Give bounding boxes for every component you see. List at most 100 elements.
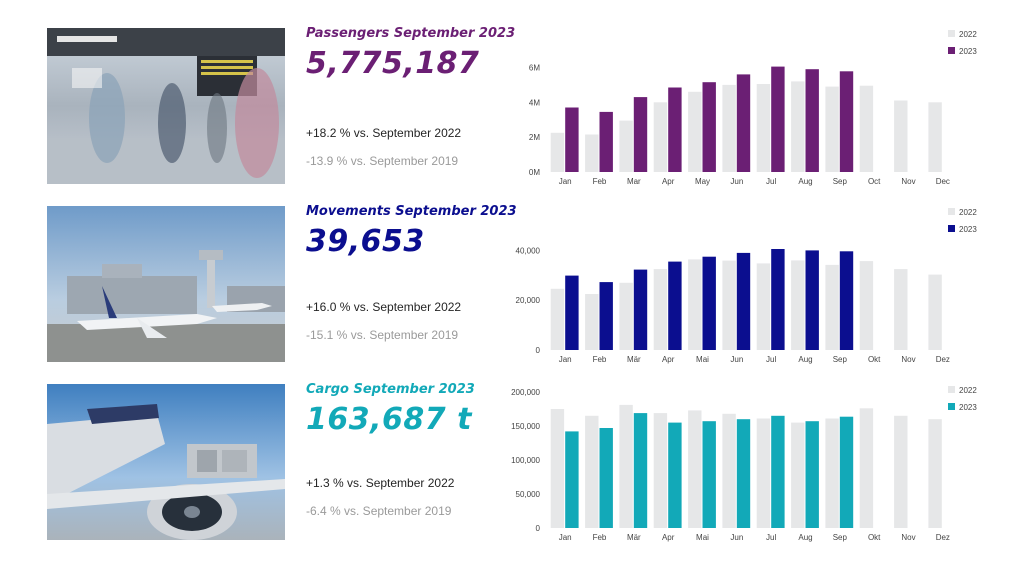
x-tick-label: Apr (662, 533, 675, 542)
x-tick-label: Jan (559, 533, 572, 542)
x-tick-label: Nov (901, 355, 915, 364)
legend-swatch-2023 (948, 225, 955, 232)
y-tick-label: 200,000 (511, 388, 540, 397)
bar-2022-Feb (585, 294, 599, 350)
y-tick-label: 150,000 (511, 422, 540, 431)
bar-2022-Jul (756, 418, 771, 528)
movements-kpi: Movements September 2023 39,653 +16.0 % … (306, 204, 517, 364)
bar-2023-Mai (702, 256, 716, 350)
bar-2023-Aug (805, 69, 819, 172)
bar-2023-Feb (599, 111, 613, 172)
y-tick-label: 100,000 (511, 456, 540, 465)
cargo-chart: 0 50,000 100,000 150,000 200,000 Jan Feb Mär Apr… (500, 382, 990, 542)
legend-swatch-2022 (948, 30, 955, 37)
bar-2023-Apr (668, 87, 682, 172)
y-tick-label: 0M (529, 168, 540, 177)
x-tick-label: Feb (593, 355, 607, 364)
bar-2023-Jul (771, 66, 785, 172)
bar-2022-Okt (859, 408, 874, 528)
x-tick-label: Oct (868, 177, 881, 186)
bar-2022-Aug (791, 422, 805, 528)
bar-2023-Mar (633, 97, 648, 172)
bar-2023-Mai (702, 421, 716, 528)
x-tick-label: Aug (798, 355, 812, 364)
bar-2023-Jan (565, 275, 579, 350)
x-tick-label: Aug (798, 533, 812, 542)
y-tick-label: 40,000 (516, 246, 541, 255)
legend-label-2022: 2022 (959, 386, 977, 395)
bar-2022-Apr (653, 413, 668, 528)
bar-2022-Jun (722, 413, 736, 528)
bar-2022-Jul (756, 263, 771, 350)
x-tick-label: Jun (730, 177, 743, 186)
bar-2022-Jan (550, 409, 565, 528)
x-tick-label: Nov (901, 177, 915, 186)
y-tick-label: 2M (529, 133, 540, 142)
bar-2022-Feb (585, 134, 599, 172)
legend-label-2023: 2023 (959, 47, 977, 56)
bar-2023-Aug (805, 250, 819, 350)
bar-2023-Sep (839, 416, 854, 528)
bar-2023-Jan (565, 107, 579, 172)
bar-2022-May (688, 91, 702, 172)
x-tick-label: Jun (730, 355, 743, 364)
y-tick-label: 0 (536, 524, 541, 533)
passengers-chart: 0M 2M 4M 6M Jan Feb Mar Apr May Jun Jul Aug Sep Oct No… (500, 26, 990, 186)
bar-2022-Aug (791, 81, 805, 172)
passengers-kpi: Passengers September 2023 5,775,187 +18.… (306, 26, 515, 186)
y-tick-label: 6M (529, 63, 540, 72)
x-tick-label: Dez (936, 355, 950, 364)
bar-2022-Jan (550, 288, 565, 350)
movements-vs-2019: -15.1 % vs. September 2019 (306, 328, 459, 342)
bar-2023-Feb (599, 428, 613, 528)
movements-bar-chart: 0 20,000 40,000 Jan Feb Mär Apr Mai Jun Jul Aug Sep… (516, 208, 977, 364)
bar-2023-Jul (771, 415, 785, 528)
bar-2023-Jun (736, 252, 751, 350)
bar-2022-Mär (619, 404, 633, 528)
x-tick-label: Mär (627, 533, 641, 542)
x-tick-label: Feb (593, 177, 607, 186)
cargo-row: Cargo September 2023 163,687 t +1.3 % vs… (0, 382, 1024, 542)
y-tick-label: 20,000 (516, 296, 541, 305)
cargo-aircraft-loading-photo (47, 384, 285, 540)
bar-2022-Jan (550, 132, 565, 172)
bar-2022-Sep (825, 264, 839, 350)
bar-2022-Dec (928, 102, 942, 172)
x-tick-label: Jul (766, 533, 776, 542)
movements-vs-2022: +16.0 % vs. September 2022 (306, 300, 462, 314)
x-tick-label: Nov (901, 533, 915, 542)
bar-2022-Nov (894, 269, 908, 350)
bar-2022-Sep (825, 86, 839, 172)
bar-2022-Nov (894, 415, 908, 528)
movements-title: Movements September 2023 (306, 204, 517, 219)
x-tick-label: Okt (868, 533, 881, 542)
cargo-title: Cargo September 2023 (306, 382, 475, 397)
cargo-value: 163,687 t (306, 402, 472, 437)
movements-row: Movements September 2023 39,653 +16.0 % … (0, 204, 1024, 364)
bar-2022-Aug (791, 260, 805, 350)
passengers-vs-2022: +18.2 % vs. September 2022 (306, 126, 462, 140)
y-tick-label: 4M (529, 98, 540, 107)
bar-2022-Apr (653, 269, 668, 350)
bar-2022-Feb (585, 415, 599, 528)
legend-label-2023: 2023 (959, 225, 977, 234)
x-tick-label: Apr (662, 177, 675, 186)
legend-swatch-2022 (948, 386, 955, 393)
bar-2023-Mär (633, 413, 648, 528)
passengers-vs-2019: -13.9 % vs. September 2019 (306, 154, 459, 168)
legend-swatch-2023 (948, 47, 955, 54)
bar-2023-Apr (668, 422, 682, 528)
passengers-bar-chart: 0M 2M 4M 6M Jan Feb Mar Apr May Jun Jul Aug Sep Oct No… (529, 30, 977, 186)
bar-2023-Jun (736, 419, 751, 528)
cargo-bar-chart: 0 50,000 100,000 150,000 200,000 Jan Feb Mär Apr… (511, 386, 977, 542)
bar-2023-Mär (633, 269, 648, 350)
x-tick-label: Dec (936, 177, 950, 186)
bar-2022-Mai (688, 410, 702, 528)
movements-chart: 0 20,000 40,000 Jan Feb Mär Apr Mai Jun Jul Aug Sep… (500, 204, 990, 364)
bar-2023-Jul (771, 249, 785, 350)
airport-apron-aircraft-photo (47, 206, 285, 362)
x-tick-label: Okt (868, 355, 881, 364)
passengers-value: 5,775,187 (306, 46, 480, 81)
x-tick-label: Sep (833, 177, 848, 186)
legend-label-2022: 2022 (959, 208, 977, 217)
